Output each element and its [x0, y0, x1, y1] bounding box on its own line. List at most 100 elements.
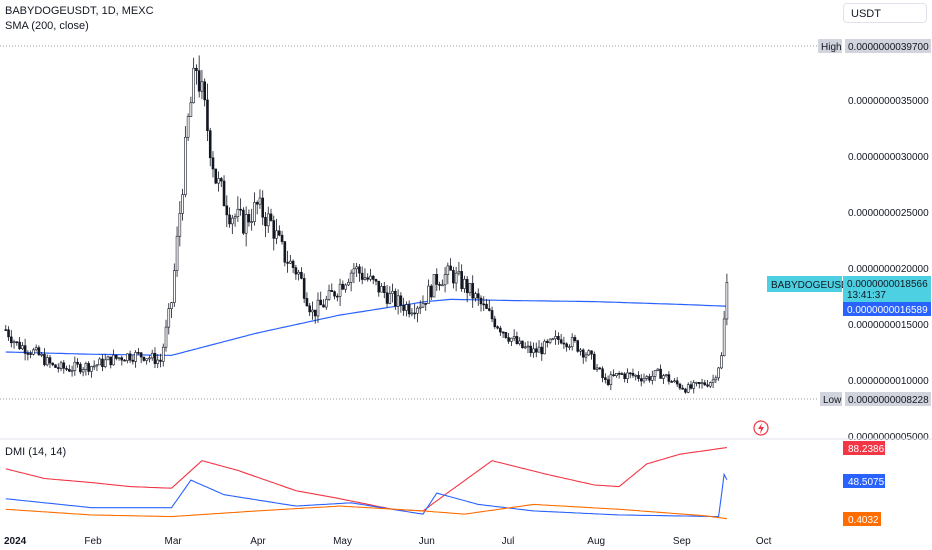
candle [432, 274, 436, 298]
candle [239, 198, 242, 216]
candle-body [159, 359, 162, 362]
candle-body [65, 368, 68, 370]
candle-body [300, 271, 303, 279]
candle [68, 364, 71, 373]
candle [634, 374, 638, 381]
candle [413, 303, 416, 320]
candle-body [576, 340, 580, 352]
candle-body [59, 362, 63, 369]
time-tick-label: Aug [587, 536, 605, 547]
candle-body [12, 341, 16, 344]
candle [418, 300, 422, 315]
candle [272, 215, 276, 251]
candle [73, 356, 77, 376]
candle-body [565, 343, 568, 348]
symbol-tag-bg [767, 276, 842, 292]
sma-value-bg [843, 302, 931, 316]
candle [510, 337, 513, 346]
candle [402, 297, 405, 316]
candle-body [34, 347, 38, 351]
candle-body [584, 354, 588, 358]
candle-body [137, 352, 140, 354]
candle [145, 358, 148, 365]
candle [501, 331, 505, 338]
candle-body [236, 208, 240, 217]
candle-body [21, 345, 24, 350]
candle [695, 381, 698, 387]
candle-body [689, 384, 693, 389]
currency-unit-select[interactable]: USDT [843, 3, 927, 23]
candle [449, 258, 452, 271]
candle [173, 263, 176, 307]
lightning-icon[interactable] [753, 420, 769, 436]
dmi-adx-line [5, 446, 727, 512]
candle-body [242, 209, 245, 234]
candle-body [319, 299, 323, 306]
candle-body [634, 374, 638, 377]
candle-body [529, 345, 533, 354]
candle [429, 284, 433, 301]
candle [438, 281, 441, 291]
candle-body [615, 373, 618, 377]
candle [308, 302, 311, 316]
candle-body [399, 295, 403, 306]
candle [137, 348, 140, 355]
candle [7, 326, 10, 341]
candle [446, 262, 450, 285]
candle-body [95, 364, 99, 367]
candle-body [181, 194, 184, 214]
candle [217, 171, 220, 192]
candle-body [592, 353, 596, 370]
candle-body [81, 369, 85, 373]
candle-body [518, 340, 521, 344]
candle [87, 361, 90, 376]
candle-body [720, 355, 723, 369]
candle [139, 352, 143, 364]
candle [686, 382, 690, 394]
indicator-title: SMA (200, close) [5, 20, 89, 32]
candle-body [228, 214, 231, 225]
candle [471, 275, 475, 308]
candle-body [355, 266, 358, 270]
price-tick-label: 0.0000000025000 [848, 208, 929, 219]
candle [32, 347, 35, 356]
candle [460, 264, 463, 292]
candle [407, 300, 411, 318]
minus-di-value-bg [843, 512, 881, 526]
candle [26, 350, 30, 361]
candle [369, 268, 372, 282]
candle-body [139, 352, 143, 358]
candle [717, 366, 720, 381]
time-tick-label: Feb [84, 536, 102, 547]
candle-body [413, 312, 416, 315]
candle-body [9, 336, 13, 344]
candle-body [628, 372, 632, 375]
dmi-title: DMI (14, 14) [5, 446, 66, 458]
low-tag-bg [820, 392, 842, 406]
low-tag: Low [823, 395, 842, 406]
candle-body [540, 346, 544, 355]
candle [399, 292, 403, 313]
candle [617, 371, 621, 379]
candle-body [333, 291, 336, 297]
candle [692, 380, 696, 394]
candle [65, 365, 68, 371]
candle [606, 375, 610, 387]
candle-body [291, 260, 295, 268]
candle-body [186, 116, 190, 138]
candle [656, 368, 660, 372]
candle [294, 264, 298, 280]
candle [358, 264, 361, 282]
candle-body [631, 372, 635, 376]
candle [568, 344, 571, 351]
candle [23, 338, 27, 361]
candle [291, 259, 295, 274]
candle [236, 196, 240, 222]
candle-body [706, 384, 709, 387]
price-tick-label: 0.0000000015000 [848, 320, 929, 331]
candle [667, 371, 671, 385]
candle [81, 367, 85, 377]
candle [336, 293, 339, 302]
candle-body [170, 302, 173, 309]
